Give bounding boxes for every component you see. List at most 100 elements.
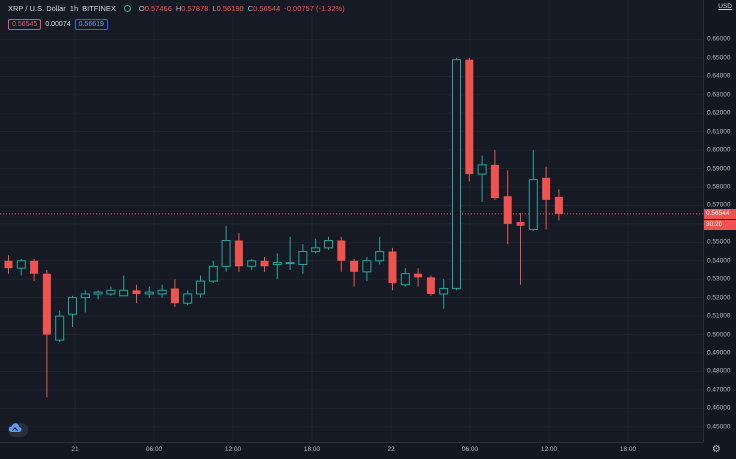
- candle-body: [16, 260, 26, 269]
- time-tick-label: 12:00: [540, 446, 558, 453]
- candle: [554, 189, 563, 221]
- chart-area[interactable]: XRP / U.S. Dollar 1h BITFINEX O0.57466 H…: [0, 0, 703, 442]
- price-tick-label: 0.45000: [707, 423, 731, 431]
- candle: [528, 150, 538, 232]
- candle-body: [528, 179, 538, 230]
- time-tick-label: 18:00: [303, 446, 321, 453]
- tradingview-logo-icon[interactable]: [8, 423, 28, 437]
- candle-body: [234, 240, 243, 267]
- candle-body: [170, 288, 179, 304]
- candle: [362, 257, 372, 282]
- close-key: C: [247, 4, 254, 13]
- candle-body: [260, 260, 269, 267]
- candle: [516, 212, 525, 285]
- gear-icon[interactable]: ⚙: [712, 444, 721, 455]
- candle: [68, 295, 77, 328]
- currency-label[interactable]: USD: [718, 3, 732, 10]
- cloud-icon: [8, 423, 22, 432]
- price-tick-label: 0.48000: [707, 367, 731, 375]
- candle: [400, 268, 410, 287]
- change-value: -0.00757 (-1.32%): [284, 4, 345, 13]
- candle: [260, 257, 269, 272]
- candle: [542, 166, 551, 230]
- bar-countdown-label: 30:20: [704, 219, 736, 230]
- time-tick-label: 06:00: [461, 446, 479, 453]
- sell-price-button[interactable]: 0.56545: [8, 19, 42, 30]
- price-tick-label: 0.58000: [707, 183, 731, 191]
- price-tick-label: 0.47000: [707, 386, 731, 394]
- price-tick-label: 0.63000: [707, 91, 731, 99]
- candle: [247, 258, 257, 270]
- candle: [93, 290, 103, 300]
- candle-body: [324, 239, 333, 249]
- candle-body: [516, 222, 525, 226]
- candle-body: [414, 273, 423, 278]
- candle-body: [400, 273, 410, 286]
- time-tick-label: 06:00: [145, 446, 163, 453]
- candle: [144, 286, 154, 298]
- candle-body: [93, 291, 103, 295]
- price-tick-label: 0.49000: [707, 349, 731, 357]
- interval-label[interactable]: 1h: [69, 4, 79, 13]
- candle: [490, 150, 499, 200]
- last-price-label: 0.56544: [704, 208, 736, 219]
- candle-body: [503, 196, 512, 224]
- candle-body: [426, 277, 435, 294]
- candle-body: [208, 265, 218, 282]
- candle-body: [247, 260, 257, 267]
- candle-body: [42, 273, 51, 335]
- chart-legend: XRP / U.S. Dollar 1h BITFINEX O0.57466 H…: [8, 4, 345, 13]
- candle-body: [30, 260, 39, 274]
- symbol-name[interactable]: XRP / U.S. Dollar: [8, 4, 66, 13]
- price-tick-label: 0.60000: [707, 146, 731, 154]
- price-tick-label: 0.66000: [707, 35, 731, 43]
- candle: [477, 155, 487, 202]
- candle: [350, 258, 359, 287]
- candle: [42, 270, 51, 398]
- candle: [465, 57, 474, 182]
- time-tick-label: 18:00: [619, 446, 637, 453]
- candle: [375, 236, 385, 265]
- candle-body: [144, 291, 154, 295]
- candle: [208, 260, 218, 283]
- price-tick-label: 0.55000: [707, 238, 731, 246]
- high-value: 0.57878: [181, 4, 209, 13]
- candle-body: [350, 260, 359, 272]
- time-tick-label: 21: [71, 446, 79, 453]
- candlestick-chart: [0, 0, 703, 442]
- candle-body: [272, 262, 282, 265]
- candle: [183, 290, 193, 306]
- candle-body: [542, 177, 551, 200]
- candle: [388, 247, 397, 291]
- price-tick-label: 0.51000: [707, 312, 731, 320]
- price-tick-label: 0.59000: [707, 165, 731, 173]
- open-key: O: [138, 4, 145, 13]
- high-key: H: [175, 4, 182, 13]
- candle-body: [285, 262, 295, 265]
- buy-price-button[interactable]: 0.56619: [74, 19, 108, 30]
- candle-body: [452, 59, 461, 289]
- price-tick-label: 0.62000: [707, 109, 731, 117]
- candle: [16, 258, 26, 276]
- exchange-label: BITFINEX: [82, 4, 116, 13]
- candle-body: [221, 239, 231, 267]
- time-axis[interactable]: 21 06:00 12:00 18:00 22 06:00 12:00 18:00: [0, 442, 703, 459]
- close-value: 0.56544: [253, 4, 281, 13]
- candle: [337, 236, 346, 272]
- price-tick-label: 0.64000: [707, 72, 731, 80]
- order-panel: 0.56545 0.00074 0.56619: [8, 19, 108, 30]
- candle-body: [439, 287, 449, 295]
- candle: [503, 170, 512, 245]
- candle-body: [80, 293, 90, 299]
- candle: [170, 279, 179, 307]
- candle-body: [196, 280, 205, 295]
- price-tick-label: 0.53000: [707, 275, 731, 283]
- candle-body: [106, 289, 116, 295]
- price-tick-label: 0.57000: [707, 201, 731, 209]
- candle-body: [55, 315, 65, 341]
- candle: [119, 275, 129, 297]
- price-tick-label: 0.52000: [707, 294, 731, 302]
- candle: [414, 268, 423, 287]
- price-tick-label: 0.54000: [707, 257, 731, 265]
- candle: [452, 57, 461, 291]
